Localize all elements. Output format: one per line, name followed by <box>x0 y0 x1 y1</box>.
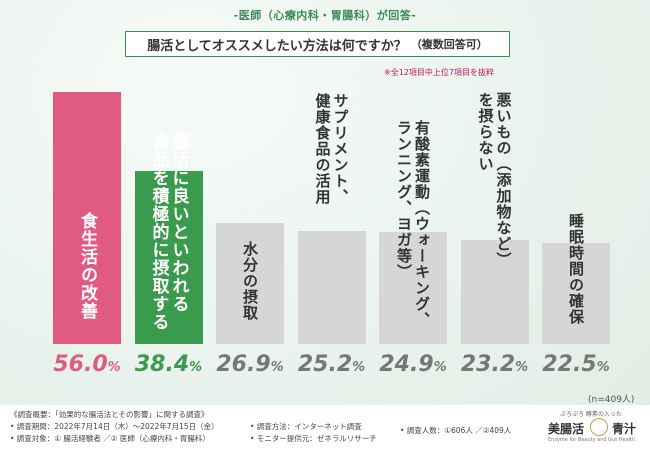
value-unit-6: % <box>515 360 529 375</box>
bar-5 <box>379 231 447 344</box>
value-unit-2: % <box>189 360 203 375</box>
value-number-4: 25.2 <box>297 352 353 377</box>
bar-7 <box>542 242 610 344</box>
selection-note: ※全12項目中上位7項目を抜粋 <box>384 68 494 77</box>
logo-name-a: 美腸活 <box>548 422 585 436</box>
value-number-7: 22.5 <box>542 352 597 377</box>
survey-count: • 調査人数：①606人 ／②409人 <box>400 426 512 435</box>
bar-3 <box>216 222 284 344</box>
sample-size-label: (n=409人) <box>588 395 635 405</box>
value-unit-1: % <box>107 360 121 375</box>
chart-title-suffix: （複数回答可） <box>410 38 488 51</box>
survey-target: • 調査対象：① 腸活経験者 ／② 医師（心療内科・胃腸科） <box>10 434 210 443</box>
bar-2 <box>134 171 203 344</box>
logo-emblem-icon <box>590 418 608 436</box>
value-label-5: 24.9% <box>368 352 458 377</box>
value-label-3: 26.9% <box>205 352 295 377</box>
bar-label-6: 悪いもの（添加物など） を摂らない <box>476 91 513 268</box>
chart-title: 腸活としてオススメしたい方法は何ですか？ （複数回答可） <box>126 32 509 56</box>
value-unit-5: % <box>433 360 447 375</box>
value-number-3: 26.9 <box>216 352 271 377</box>
survey-overview: 《調査概要：「効果的な腸活法とその影響」に関する調査》 <box>10 410 209 419</box>
logo-subtitle: Enzyme for Beauty and Gut Health <box>548 437 636 443</box>
logo-tagline: ぷろぷろ 酵素の入った <box>560 411 622 418</box>
bar-4 <box>297 230 366 344</box>
survey-period: • 調査期間：2022年7月14日（木）〜2022年7月15日（金） <box>10 422 219 431</box>
bar-label-7: 睡眠時間の確保 <box>567 212 585 325</box>
survey-footer: 《調査概要：「効果的な腸活法とその影響」に関する調査》 • 調査期間：2022年… <box>0 405 650 450</box>
survey-method: • 調査方法：インターネット調査 <box>250 422 362 431</box>
value-number-2: 38.4 <box>134 352 190 377</box>
value-unit-7: % <box>596 360 610 375</box>
value-number-5: 24.9 <box>379 352 434 377</box>
bar-6 <box>460 239 529 344</box>
chart-title-box: 腸活としてオススメしたい方法は何ですか？ （複数回答可） <box>125 31 510 57</box>
chart-title-main: 腸活としてオススメしたい方法は何ですか？ <box>147 38 407 54</box>
value-label-4: 25.2% <box>287 352 377 377</box>
chart-subtitle: -医師（心療内科・胃腸科）が回答- <box>233 9 417 22</box>
value-label-1: 56.0% <box>42 352 132 377</box>
bar-label-3: 水分の摂取 <box>241 240 259 321</box>
bar-label-5: 有酸素運動（ウォーキング、 ランニング、ヨガ等） <box>395 119 431 328</box>
value-unit-3: % <box>270 360 284 375</box>
value-label-7: 22.5% <box>531 352 621 377</box>
bar-label-4: サプリメント、 健康食品の活用 <box>313 92 350 205</box>
survey-monitor: • モニター提供元：ゼネラルリサーチ <box>250 434 377 443</box>
value-unit-4: % <box>352 360 366 375</box>
bar-label-1: 食生活の改善 <box>77 212 97 320</box>
value-label-2: 38.4% <box>124 352 214 377</box>
value-number-6: 23.2 <box>460 352 516 377</box>
logo-name-b: 青汁 <box>612 422 637 436</box>
value-label-6: 23.2% <box>450 352 540 377</box>
value-number-1: 56.0 <box>53 352 108 377</box>
bar-label-2: 腸活に良いといわれる 食品を積極的に摂取する <box>148 133 189 332</box>
bar-1 <box>53 92 121 344</box>
